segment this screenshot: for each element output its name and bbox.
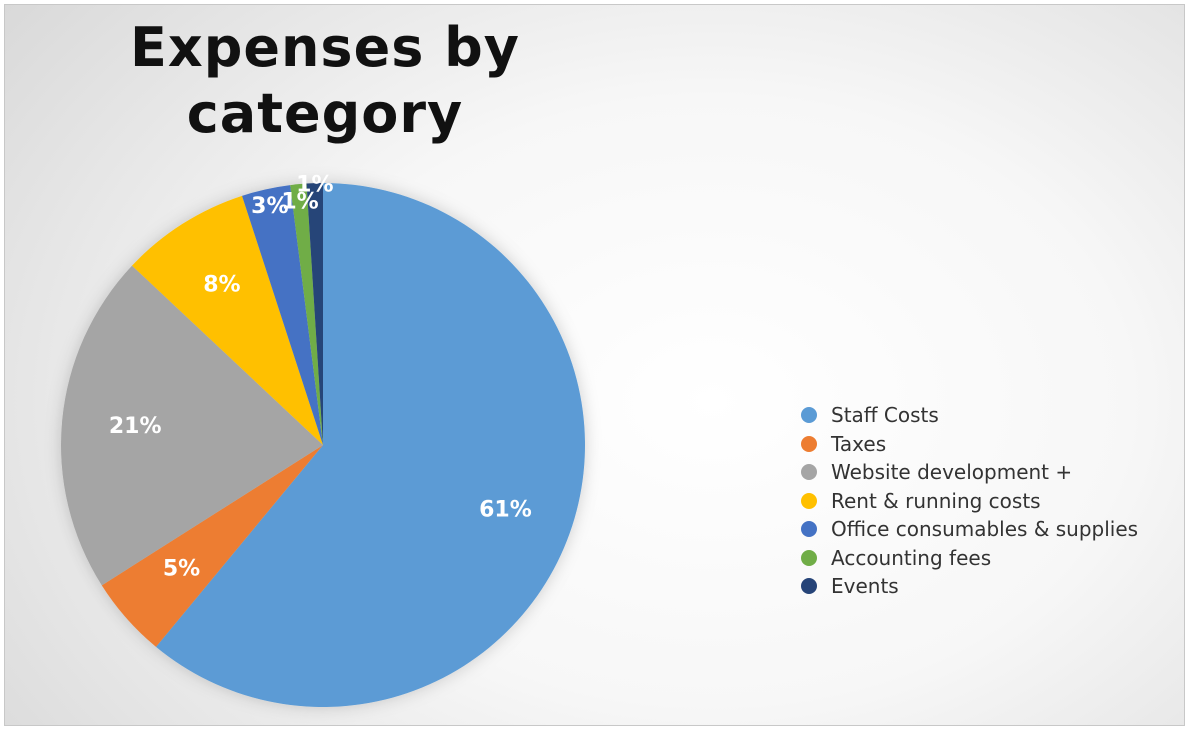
slice-data-label: 21% — [109, 414, 162, 439]
pie-chart: 61%5%21%8%3%1%1% — [61, 173, 585, 707]
legend-item: Staff Costs — [801, 401, 1138, 430]
slice-data-label: 3% — [251, 194, 288, 219]
legend-item: Office consumables & supplies — [801, 515, 1138, 544]
legend-label: Office consumables & supplies — [831, 517, 1139, 542]
legend-label: Accounting fees — [831, 545, 992, 570]
pie-slice-staff-costs — [155, 183, 585, 707]
pie-slice-website-development — [61, 265, 324, 586]
slice-data-label: 8% — [203, 273, 240, 298]
legend-swatch — [801, 407, 817, 424]
legend-swatch — [801, 578, 817, 595]
legend-label: Rent & running costs — [831, 488, 1041, 513]
pie-slice-taxes — [101, 445, 323, 647]
legend-item: Events — [801, 572, 1138, 601]
legend-label: Events — [831, 574, 899, 599]
chart-title: Expenses by category — [129, 16, 520, 145]
legend-swatch — [801, 492, 817, 509]
pie-slice-events — [306, 183, 323, 445]
legend-item: Rent & running costs — [801, 487, 1138, 516]
pie-slice-rent-running-costs — [132, 195, 323, 445]
legend-label: Taxes — [831, 431, 887, 456]
slice-data-label: 5% — [163, 557, 200, 582]
slice-data-label: 1% — [281, 189, 318, 214]
chart-frame: Expenses by category 61% 5% 21% 8% 3% 1% 1% St… — [4, 4, 1185, 726]
slice-data-label: 1% — [296, 173, 333, 198]
pie-slice-accounting-fees — [290, 183, 323, 445]
legend-label: Website development + — [831, 460, 1073, 485]
legend-swatch — [801, 464, 817, 481]
legend-swatch — [801, 549, 817, 566]
pie-slice-office-consumables-supplies — [242, 185, 323, 445]
legend-item: Accounting fees — [801, 544, 1138, 573]
legend-label: Staff Costs — [831, 403, 939, 428]
legend-swatch — [801, 435, 817, 452]
legend-item: Taxes — [801, 430, 1138, 459]
legend-swatch — [801, 521, 817, 538]
chart-legend: Staff Costs Taxes Website development + Ren… — [801, 401, 1138, 601]
slice-data-label: 61% — [479, 498, 532, 523]
legend-item: Website development + — [801, 458, 1138, 487]
